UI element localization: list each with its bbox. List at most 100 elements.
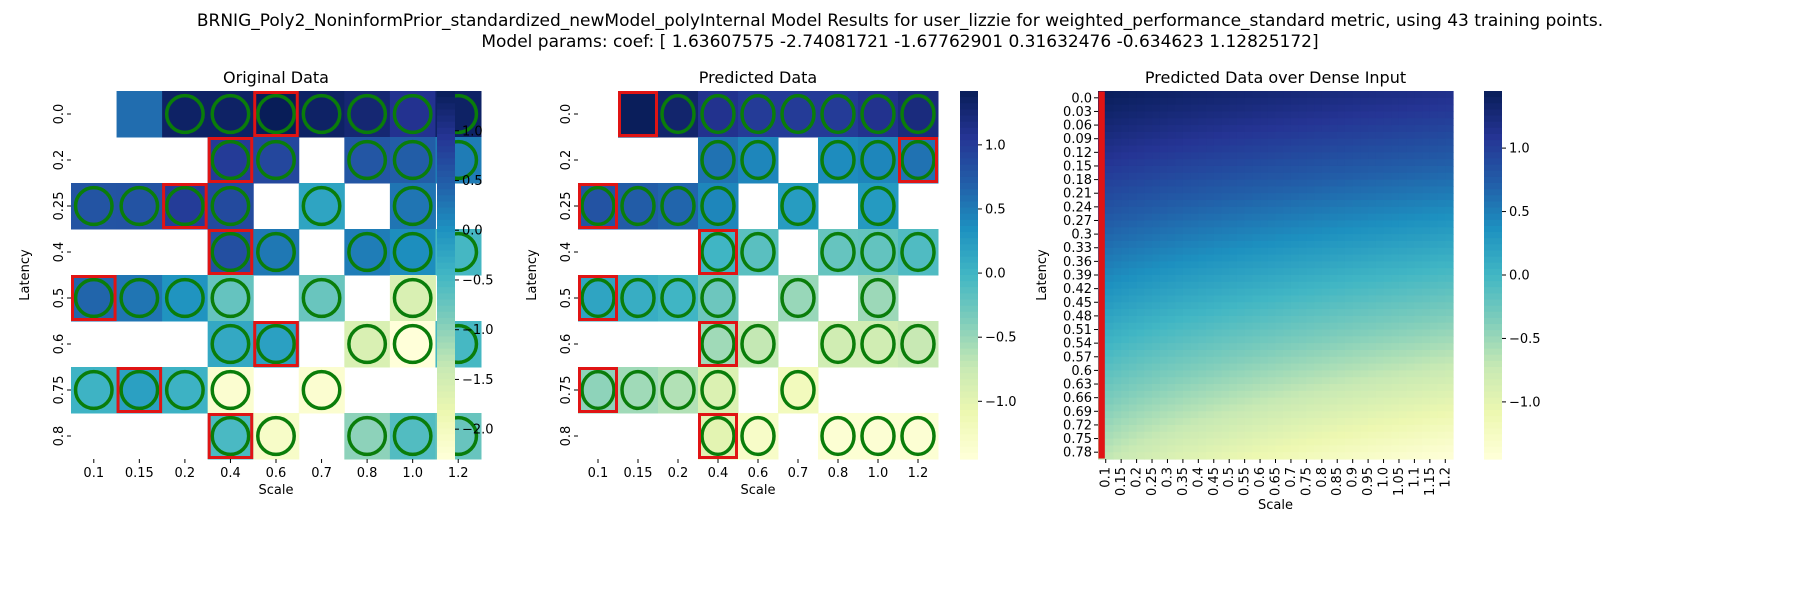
dense-heatmap-cell <box>1391 206 1400 215</box>
colorbar-segment <box>437 97 455 104</box>
dense-heatmap-cell <box>1375 186 1385 194</box>
training-point-circle <box>392 139 433 181</box>
dense-heatmap-cell <box>1383 186 1392 194</box>
dense-heatmap-cell <box>1105 445 1115 453</box>
dense-heatmap-cell <box>1321 390 1331 399</box>
dense-heatmap-cell <box>1260 295 1269 303</box>
dense-heatmap-cell <box>1236 452 1246 460</box>
y-tick-label: 0.03 <box>1063 105 1092 120</box>
dense-heatmap-cell <box>1306 200 1315 208</box>
dense-heatmap-cell <box>1229 315 1238 324</box>
dense-heatmap-cell <box>1290 91 1300 99</box>
colorbar-segment <box>437 268 455 276</box>
dense-heatmap-cell <box>1175 193 1184 201</box>
dense-heatmap-cell <box>1306 356 1315 365</box>
dense-heatmap-cell <box>1206 404 1215 412</box>
colorbar-segment <box>960 336 978 344</box>
colorbar-segment <box>437 225 455 233</box>
dense-heatmap-cell <box>1337 118 1346 126</box>
dense-heatmap-cell <box>1221 295 1230 303</box>
dense-heatmap-cell <box>1275 165 1284 174</box>
dense-heatmap-cell <box>1329 179 1338 188</box>
dense-heatmap-cell <box>1128 315 1138 324</box>
dense-heatmap-cell <box>1445 349 1454 358</box>
dense-heatmap-cell <box>1344 234 1354 242</box>
dense-heatmap-cell <box>1175 145 1184 153</box>
dense-heatmap-cell <box>1329 281 1338 290</box>
dense-heatmap-cell <box>1337 104 1346 113</box>
dense-heatmap-cell <box>1275 131 1284 140</box>
dense-heatmap-cell <box>1275 206 1284 215</box>
dense-heatmap-cell <box>1182 234 1192 242</box>
dense-heatmap-cell <box>1414 288 1423 297</box>
heatmap-cell <box>344 229 391 276</box>
dense-heatmap-cell <box>1206 172 1215 181</box>
dense-heatmap-cell <box>1368 397 1377 406</box>
dense-heatmap-cell <box>1422 397 1431 406</box>
dense-heatmap-cell <box>1236 349 1246 358</box>
dense-heatmap-cell <box>1128 220 1138 228</box>
dense-heatmap-cell <box>1113 418 1122 426</box>
dense-heatmap-cell <box>1236 213 1246 222</box>
dense-heatmap-cell <box>1167 159 1176 167</box>
dense-heatmap-cell <box>1298 404 1307 412</box>
dense-heatmap-cell <box>1244 261 1253 269</box>
dense-heatmap-cell <box>1206 213 1215 222</box>
dense-heatmap-cell <box>1337 159 1346 167</box>
dense-heatmap-cell <box>1252 281 1261 290</box>
dense-heatmap-cell <box>1128 384 1138 392</box>
heatmap-cell <box>818 413 859 460</box>
dense-heatmap-cell <box>1167 268 1176 276</box>
dense-heatmap-cell <box>1198 411 1207 419</box>
colorbar-segment <box>1484 176 1502 184</box>
dense-heatmap-cell <box>1406 261 1416 269</box>
heatmap-cell <box>162 183 209 230</box>
dense-heatmap-cell <box>1206 445 1215 453</box>
dense-heatmap-cell <box>1283 261 1292 269</box>
dense-heatmap-cell <box>1190 145 1199 153</box>
training-point-circle <box>860 231 896 273</box>
dense-heatmap-cell <box>1422 247 1431 256</box>
dense-heatmap-cell <box>1252 397 1261 406</box>
dense-heatmap-cell <box>1391 431 1400 440</box>
dense-heatmap-cell <box>1159 336 1169 344</box>
dense-heatmap-cell <box>1121 309 1130 317</box>
dense-heatmap-cell <box>1206 200 1215 208</box>
dense-heatmap-cell <box>1352 261 1361 269</box>
dense-heatmap-cell <box>1198 431 1207 440</box>
dense-heatmap-cell <box>1368 227 1377 235</box>
dense-heatmap-cell <box>1429 111 1439 119</box>
dense-heatmap-cell <box>1429 275 1439 283</box>
dense-heatmap-cell <box>1391 254 1400 262</box>
dense-heatmap-cell <box>1344 336 1354 344</box>
y-tick-label: 0.33 <box>1063 241 1092 256</box>
dense-heatmap-cell <box>1198 322 1207 331</box>
colorbar-segment <box>960 201 978 209</box>
dense-heatmap-cell <box>1167 309 1176 317</box>
dense-heatmap-cell <box>1252 131 1261 140</box>
dense-heatmap-cell <box>1198 159 1207 167</box>
dense-heatmap-cell <box>1190 240 1199 249</box>
dense-heatmap-cell <box>1290 309 1300 317</box>
dense-heatmap-cell <box>1314 343 1323 351</box>
heatmap-cell <box>738 91 779 138</box>
dense-heatmap-cell <box>1283 322 1292 331</box>
dense-heatmap-cell <box>1314 363 1323 372</box>
dense-heatmap-cell <box>1414 159 1423 167</box>
dense-heatmap-cell <box>1244 131 1253 140</box>
dense-heatmap-cell <box>1267 329 1277 337</box>
colorbar-segment <box>1484 452 1502 460</box>
dense-heatmap-cell <box>1206 186 1215 194</box>
dense-heatmap-cell <box>1113 397 1122 406</box>
dense-heatmap-cell <box>1136 118 1145 126</box>
dense-heatmap-cell <box>1375 227 1385 235</box>
dense-heatmap-cell <box>1267 118 1277 126</box>
dense-heatmap-cell <box>1128 227 1138 235</box>
colorbar-segment <box>1484 348 1502 356</box>
dense-heatmap-cell <box>1213 213 1223 222</box>
dense-heatmap-cell <box>1329 336 1338 344</box>
dense-heatmap-cell <box>1136 247 1145 256</box>
dense-heatmap-cell <box>1314 247 1323 256</box>
dense-heatmap-cell <box>1190 315 1199 324</box>
dense-heatmap-cell <box>1159 384 1169 392</box>
